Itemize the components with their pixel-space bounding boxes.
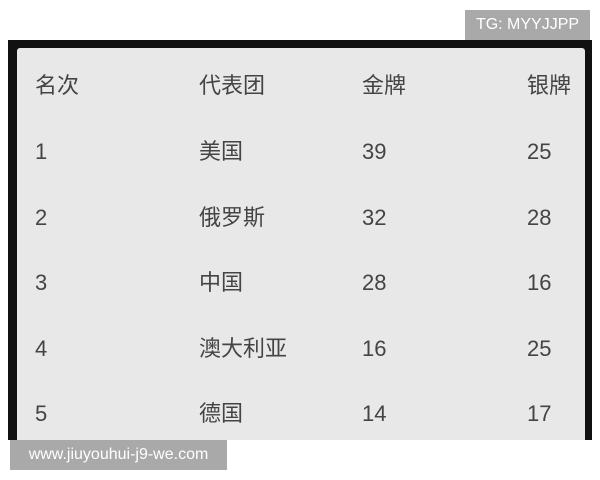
cell-gold: 32 — [362, 204, 387, 230]
header-delegation: 代表团 — [199, 73, 266, 98]
header-rank: 名次 — [35, 73, 80, 98]
cell-silver: 25 — [527, 139, 552, 164]
cell-gold: 16 — [362, 335, 387, 361]
cell-gold: 28 — [362, 270, 387, 295]
cell-silver: 17 — [527, 401, 552, 426]
watermark-top: TG: MYYJJPP — [465, 10, 590, 40]
header-silver: 银牌 — [527, 73, 572, 98]
table-row: 1 美国 39 25 — [17, 132, 585, 172]
cell-delegation: 澳大利亚 — [199, 335, 288, 361]
cell-delegation: 俄罗斯 — [199, 204, 266, 230]
table-row: 3 中国 28 16 — [17, 263, 585, 303]
cell-delegation: 德国 — [199, 401, 244, 426]
cell-silver: 25 — [527, 335, 552, 361]
cell-rank: 1 — [35, 139, 48, 164]
table-row: 4 澳大利亚 16 25 — [17, 329, 585, 369]
cell-rank: 4 — [35, 335, 48, 361]
cell-gold: 14 — [362, 401, 387, 426]
table-row: 5 德国 14 17 — [17, 394, 585, 434]
watermark-bottom: www.jiuyouhui-j9-we.com — [10, 440, 227, 470]
table-header: 名次 代表团 金牌 银牌 — [17, 66, 585, 106]
header-gold: 金牌 — [362, 73, 407, 98]
cell-silver: 28 — [527, 204, 552, 230]
cell-delegation: 中国 — [199, 270, 244, 295]
cell-delegation: 美国 — [199, 139, 244, 164]
cell-rank: 3 — [35, 270, 48, 295]
table-row: 2 俄罗斯 32 28 — [17, 198, 585, 238]
cell-gold: 39 — [362, 139, 387, 164]
cell-rank: 5 — [35, 401, 48, 426]
cell-silver: 16 — [527, 270, 552, 295]
medal-table: 名次 代表团 金牌 银牌 1 美国 39 25 2 俄罗斯 32 28 3 中国 28 16 4 澳大利亚… — [17, 48, 585, 440]
cell-rank: 2 — [35, 204, 48, 230]
